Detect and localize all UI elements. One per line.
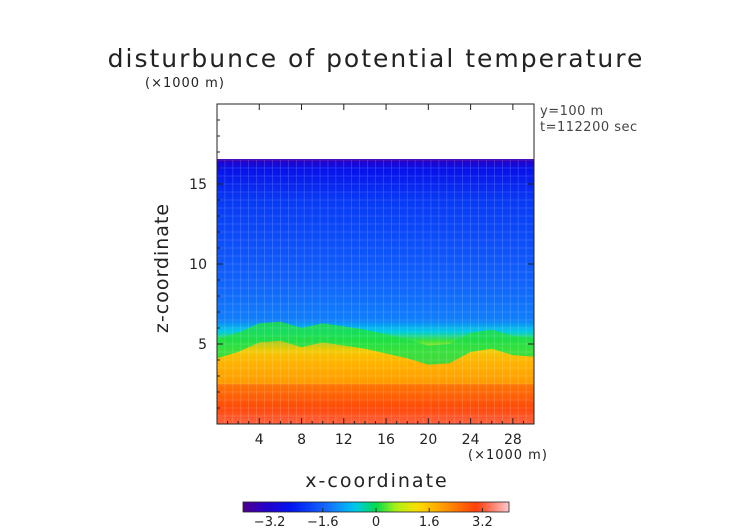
annotation-y: y=100 m — [540, 104, 604, 119]
y-tick-label: 15 — [189, 177, 207, 193]
y-tick-label: 5 — [198, 337, 207, 353]
colorbar-tick-label: −1.6 — [307, 515, 339, 530]
colorbar-tick-label: 1.6 — [419, 515, 440, 530]
plot-area — [217, 159, 534, 424]
chart-title: disturbunce of potential temperature — [107, 44, 645, 73]
x-tick-label: 4 — [255, 432, 264, 448]
x-tick-label: 24 — [462, 432, 480, 448]
x-axis-unit: (×1000 m) — [468, 448, 548, 463]
colorbar-tick-label: 3.2 — [472, 515, 493, 530]
colorbar: −3.2 −1.6 0 1.6 3.2 — [242, 501, 510, 530]
x-tick-label: 28 — [504, 432, 522, 448]
colorbar-tick-label: 0 — [372, 515, 380, 530]
x-tick-label: 12 — [335, 432, 353, 448]
grid — [217, 159, 534, 424]
x-tick-label: 16 — [377, 432, 395, 448]
annotation-time: t=112200 sec — [540, 120, 638, 135]
x-tick-label: 8 — [297, 432, 306, 448]
x-axis-label: x-coordinate — [305, 470, 449, 492]
y-axis-unit: (×1000 m) — [145, 76, 225, 91]
colorbar-tick-label: −3.2 — [254, 515, 286, 530]
axes: 4 8 12 16 20 24 28 5 10 15 — [189, 103, 535, 448]
y-tick-label: 10 — [189, 257, 207, 273]
interface-band — [217, 321, 534, 365]
warm-layer — [217, 340, 534, 384]
x-tick-label: 20 — [419, 432, 437, 448]
